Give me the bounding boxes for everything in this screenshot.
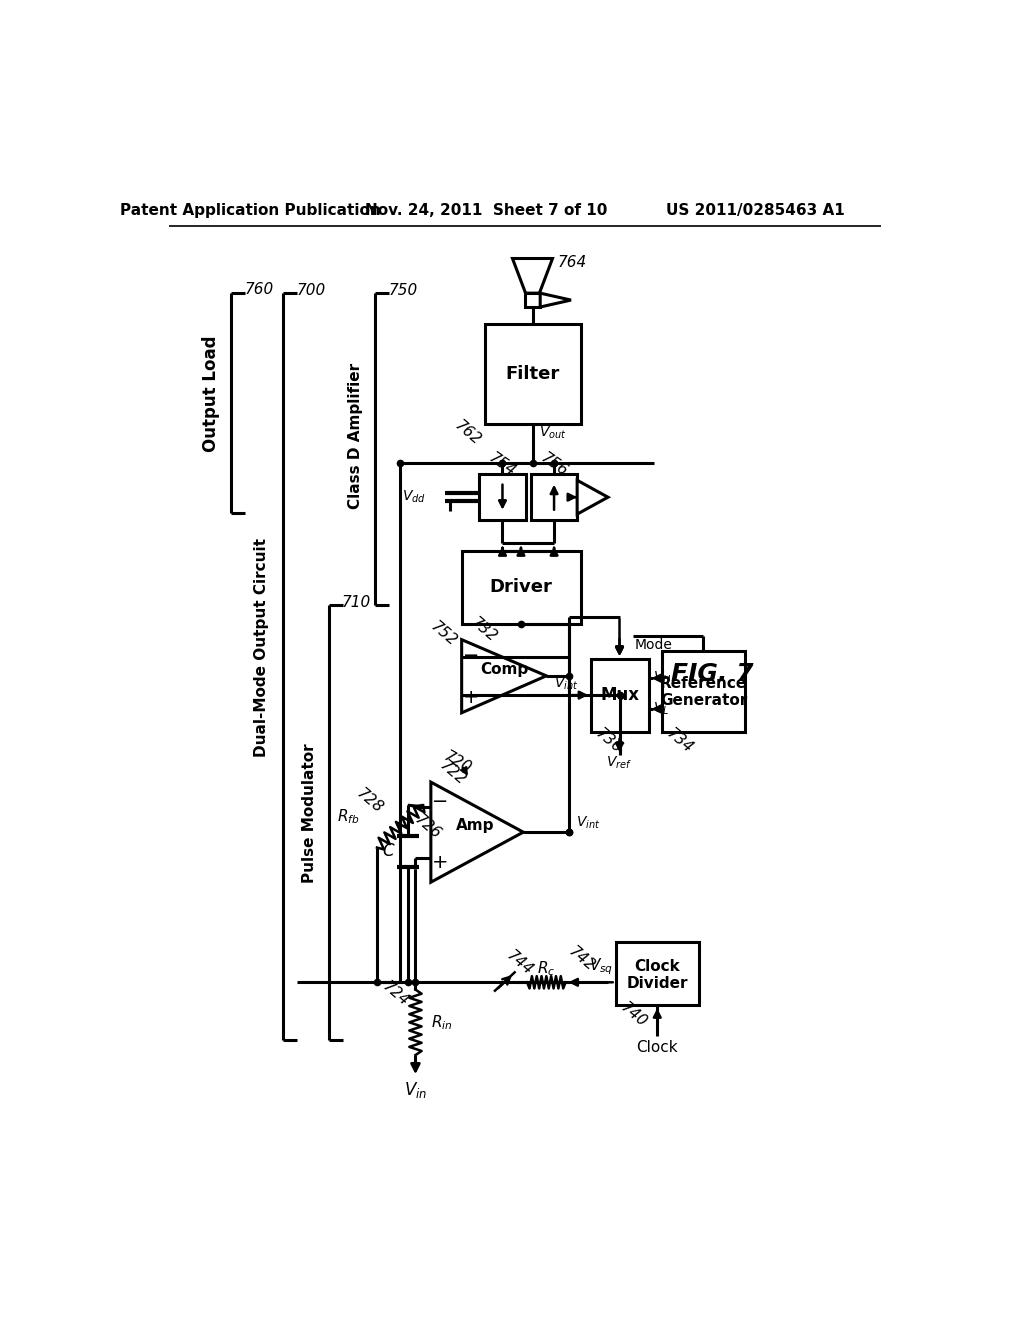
Text: $V_L$: $V_L$ <box>652 701 669 717</box>
Text: $V_{in}$: $V_{in}$ <box>403 1080 427 1100</box>
Text: Divider: Divider <box>627 975 688 990</box>
Text: FIG. 7: FIG. 7 <box>671 663 754 686</box>
Text: 722: 722 <box>437 758 469 788</box>
Polygon shape <box>512 259 553 293</box>
Text: 760: 760 <box>245 281 273 297</box>
Bar <box>662 651 745 733</box>
Text: Clock: Clock <box>634 958 680 974</box>
Bar <box>524 293 541 308</box>
Text: 764: 764 <box>558 255 587 269</box>
Text: Generator: Generator <box>659 693 748 708</box>
Text: $V_{int}$: $V_{int}$ <box>575 814 600 832</box>
Text: 756: 756 <box>538 450 570 479</box>
Text: 754: 754 <box>486 450 519 479</box>
Text: Mode: Mode <box>635 638 673 652</box>
Text: Dual-Mode Output Circuit: Dual-Mode Output Circuit <box>254 537 269 756</box>
Bar <box>615 942 698 1006</box>
Bar <box>479 474 525 520</box>
Text: 720: 720 <box>441 748 474 776</box>
Text: 762: 762 <box>452 418 483 449</box>
Text: +: + <box>463 688 479 708</box>
Text: 726: 726 <box>412 812 443 842</box>
Polygon shape <box>431 781 523 882</box>
Text: $R_c$: $R_c$ <box>538 960 555 978</box>
Text: 740: 740 <box>617 999 649 1030</box>
Text: 742: 742 <box>565 944 598 974</box>
Text: $R_{in}$: $R_{in}$ <box>431 1012 453 1032</box>
Text: $V_H$: $V_H$ <box>652 671 671 686</box>
Text: $V_{dd}$: $V_{dd}$ <box>401 488 425 506</box>
Text: 724: 724 <box>380 978 412 1008</box>
Text: 700: 700 <box>296 284 326 298</box>
Text: 736: 736 <box>593 726 625 756</box>
Text: 744: 744 <box>504 948 536 978</box>
Polygon shape <box>462 640 547 713</box>
Text: $V_{int}$: $V_{int}$ <box>554 676 579 692</box>
Text: 734: 734 <box>664 726 695 756</box>
Bar <box>484 323 581 424</box>
Text: $V_{out}$: $V_{out}$ <box>539 425 566 441</box>
Text: $V_{ref}$: $V_{ref}$ <box>606 755 633 771</box>
Text: Nov. 24, 2011  Sheet 7 of 10: Nov. 24, 2011 Sheet 7 of 10 <box>366 203 607 218</box>
Bar <box>591 659 649 733</box>
Bar <box>462 552 581 624</box>
Text: 728: 728 <box>353 787 385 817</box>
Text: 732: 732 <box>468 615 500 645</box>
Text: Pulse Modulator: Pulse Modulator <box>302 743 316 883</box>
Text: Patent Application Publication: Patent Application Publication <box>120 203 380 218</box>
Text: Amp: Amp <box>457 818 495 833</box>
Polygon shape <box>541 293 571 308</box>
Text: Reference: Reference <box>659 676 748 692</box>
Text: 752: 752 <box>428 618 460 648</box>
Text: Clock: Clock <box>637 1040 678 1055</box>
Text: Comp: Comp <box>480 663 528 677</box>
Text: −: − <box>463 645 479 664</box>
Polygon shape <box>578 480 608 515</box>
Text: C: C <box>382 842 394 861</box>
Text: US 2011/0285463 A1: US 2011/0285463 A1 <box>667 203 845 218</box>
Text: 750: 750 <box>388 284 418 298</box>
Text: Filter: Filter <box>506 366 560 383</box>
Text: $R_{fb}$: $R_{fb}$ <box>338 808 360 826</box>
Bar <box>531 474 578 520</box>
Text: Output Load: Output Load <box>203 335 220 451</box>
Text: −: − <box>432 792 449 810</box>
Text: Class D Amplifier: Class D Amplifier <box>348 363 362 508</box>
Text: Driver: Driver <box>489 578 552 597</box>
Text: $V_{sq}$: $V_{sq}$ <box>589 957 613 977</box>
Text: 710: 710 <box>342 595 371 610</box>
Text: +: + <box>432 854 449 873</box>
Text: Mux: Mux <box>600 686 639 704</box>
